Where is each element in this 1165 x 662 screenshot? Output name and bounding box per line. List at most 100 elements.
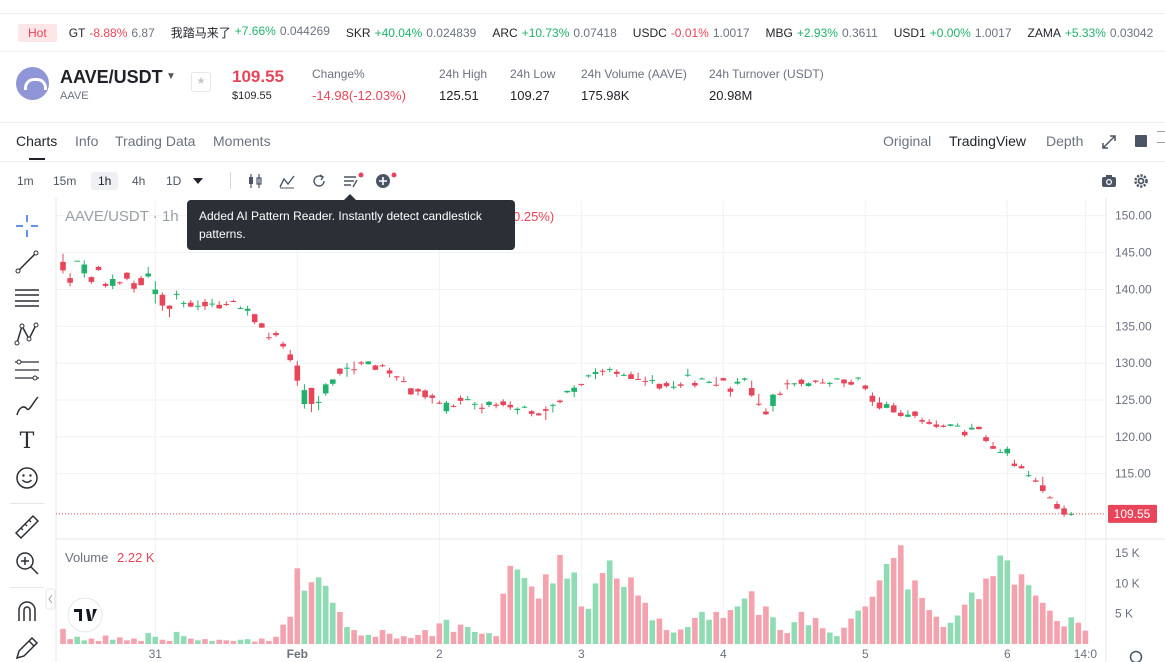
candle-body[interactable] (670, 386, 677, 388)
indicators-icon[interactable] (279, 173, 295, 189)
timeframe-dropdown-icon[interactable] (193, 177, 203, 185)
candle-body[interactable] (88, 277, 95, 282)
menu-lines-icon[interactable] (1157, 131, 1165, 143)
candle-body[interactable] (443, 402, 450, 412)
candle-body[interactable] (109, 278, 116, 286)
candle-body[interactable] (280, 343, 286, 347)
candle-body[interactable] (663, 383, 670, 387)
candle-body[interactable] (720, 378, 727, 381)
candle-body[interactable] (95, 266, 102, 271)
candle-body[interactable] (287, 354, 293, 361)
candle-body[interactable] (756, 403, 762, 405)
candle-body[interactable] (763, 411, 769, 415)
candle-body[interactable] (692, 382, 698, 386)
candle-body[interactable] (990, 446, 996, 449)
timeframe-1d[interactable]: 1D (166, 174, 182, 188)
candle-body[interactable] (1054, 504, 1060, 509)
candle-body[interactable] (848, 381, 854, 385)
candle-body[interactable] (408, 388, 414, 395)
replay-icon[interactable] (311, 173, 327, 189)
fib-retracement-icon[interactable] (14, 357, 40, 383)
magnet-icon[interactable] (14, 599, 40, 625)
candle-body[interactable] (464, 399, 471, 401)
ticker-item[interactable]: GT -8.88% 6.87 (69, 26, 155, 40)
fullscreen-icon[interactable] (1102, 135, 1116, 149)
candle-body[interactable] (1011, 463, 1018, 466)
ticker-item[interactable]: 我踏马来了 +7.66% 0.044269 (171, 24, 330, 41)
candle-body[interactable] (195, 305, 201, 307)
candle-body[interactable] (315, 401, 322, 403)
candle-body[interactable] (209, 303, 215, 305)
candle-body[interactable] (677, 384, 684, 386)
candle-body[interactable] (358, 362, 364, 364)
candle-body[interactable] (124, 272, 130, 279)
candle-body[interactable] (1061, 508, 1067, 515)
candle-body[interactable] (486, 401, 492, 405)
candle-body[interactable] (642, 380, 648, 382)
candle-body[interactable] (372, 365, 379, 370)
ticker-item[interactable]: ARC +10.73% 0.07418 (492, 26, 616, 40)
candle-body[interactable] (791, 383, 798, 385)
candle-body[interactable] (102, 283, 109, 286)
candle-body[interactable] (827, 382, 833, 384)
candle-body[interactable] (180, 302, 187, 304)
candle-body[interactable] (266, 337, 272, 339)
candle-body[interactable] (649, 380, 656, 382)
candle-body[interactable] (798, 379, 805, 384)
candle-body[interactable] (919, 420, 925, 422)
candle-body[interactable] (862, 385, 869, 389)
candle-body[interactable] (1040, 485, 1046, 491)
ticker-item[interactable]: MBG +2.93% 0.3611 (766, 26, 878, 40)
candle-body[interactable] (727, 388, 734, 392)
candle-body[interactable] (706, 381, 712, 383)
candle-body[interactable] (251, 314, 258, 323)
candle-body[interactable] (330, 379, 336, 384)
candle-body[interactable] (379, 365, 386, 367)
candle-body[interactable] (436, 402, 443, 404)
candle-body[interactable] (621, 374, 627, 376)
candle-body[interactable] (145, 273, 151, 277)
candle-body[interactable] (131, 283, 137, 289)
pair-name[interactable]: AAVE/USDT (60, 67, 163, 87)
candle-body[interactable] (926, 422, 932, 424)
screenshot-camera-icon[interactable] (1101, 174, 1117, 188)
candle-body[interactable] (301, 390, 308, 405)
candle-body[interactable] (805, 383, 812, 387)
candle-body[interactable] (166, 305, 173, 309)
trend-line-icon[interactable] (14, 249, 40, 275)
candle-body[interactable] (890, 405, 897, 413)
candle-body[interactable] (954, 425, 961, 427)
candle-body[interactable] (599, 370, 606, 372)
collapse-chevron-icon[interactable] (48, 594, 53, 604)
candle-body[interactable] (173, 293, 180, 295)
candle-body[interactable] (393, 376, 400, 378)
candle-body[interactable] (777, 393, 783, 395)
candle-body[interactable] (472, 403, 478, 405)
candle-body[interactable] (223, 303, 230, 305)
favorite-star-icon[interactable]: ★ (191, 72, 211, 92)
candle-body[interactable] (741, 378, 748, 380)
candle-body[interactable] (237, 308, 244, 310)
candle-body[interactable] (564, 390, 570, 393)
candle-body[interactable] (521, 406, 528, 408)
candle-body[interactable] (699, 378, 705, 380)
candle-body[interactable] (216, 304, 222, 309)
ticker-item[interactable]: USD1 +0.00% 1.0017 (894, 26, 1012, 40)
ruler-icon[interactable] (14, 514, 40, 540)
candle-body[interactable] (614, 371, 620, 374)
ticker-item[interactable]: USDC -0.01% 1.0017 (633, 26, 750, 40)
candle-body[interactable] (60, 261, 66, 271)
candle-body[interactable] (912, 411, 918, 416)
candle-body[interactable] (138, 278, 144, 286)
pattern-tool-icon[interactable] (14, 321, 40, 347)
candle-body[interactable] (983, 437, 989, 441)
horizontal-lines-icon[interactable] (14, 285, 40, 311)
candle-body[interactable] (401, 381, 407, 383)
brush-icon[interactable] (14, 393, 40, 419)
candle-body[interactable] (947, 424, 954, 426)
candle-body[interactable] (812, 380, 819, 382)
candle-body[interactable] (422, 390, 428, 398)
candle-body[interactable] (259, 323, 265, 328)
candle-body[interactable] (457, 397, 464, 401)
candle-body[interactable] (500, 401, 506, 406)
